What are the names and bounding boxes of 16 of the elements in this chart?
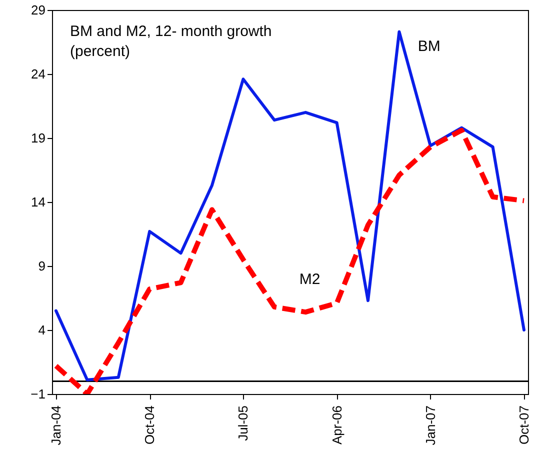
x-tick-label: Oct-04 — [142, 406, 158, 445]
series-label: BM — [418, 38, 440, 55]
y-tick-label: −1 — [30, 386, 46, 402]
y-tick-label: 29 — [31, 2, 46, 18]
y-tick-label: 4 — [38, 322, 46, 338]
x-tick-label: Apr-06 — [329, 406, 344, 445]
y-tick-label: 19 — [31, 130, 46, 146]
y-tick-label: 14 — [31, 194, 46, 210]
text: BM and M2, 12- month growth (percent) — [70, 23, 272, 60]
x-tick-label: Jul-05 — [236, 406, 251, 441]
x-tick-label: Oct-07 — [516, 406, 532, 445]
y-tick-label: 9 — [38, 258, 46, 274]
x-tick-label: Jan-07 — [422, 406, 438, 446]
x-tick-label: Jan-04 — [48, 406, 64, 446]
series-label: M2 — [299, 270, 320, 288]
y-tick-label: 24 — [31, 66, 46, 82]
